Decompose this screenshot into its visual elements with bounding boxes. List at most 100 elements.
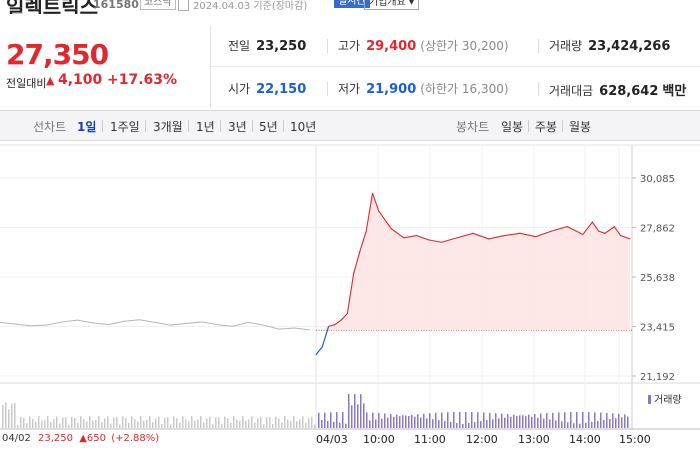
volume-bar [107,416,109,428]
volume-bar [474,422,476,428]
volume-bar [305,422,307,428]
period-1week[interactable]: 1주일 [110,120,140,134]
volume-bar [203,422,205,428]
volume-bar [498,418,500,428]
stock-name: 일렉트릭스 [6,0,98,14]
candle-chart-label[interactable]: 봉차트 [456,120,490,134]
volume-bar [308,418,310,428]
divider [211,66,700,67]
y-axis-ticks: 30,085 27,862 25,638 23,415 21,192 [640,174,675,383]
open-label: 시가 [228,82,251,96]
volume-bar [50,421,52,428]
volume-bar [372,412,374,428]
volume-bar [516,415,518,428]
prev-day-info: 04/02 23,250 ▲650 (+2.88%) [2,433,159,444]
volume-bar [299,419,301,428]
volume-bar [158,416,160,428]
realtime-button[interactable]: 실시간 [334,0,370,8]
data-point [619,234,622,237]
volume-bar [462,423,464,428]
stock-code: 161580 [93,0,139,11]
period-3month[interactable]: 3개월 [153,120,183,134]
volume-bar [531,416,533,428]
volume-bar [71,416,73,428]
volume-bar [489,412,491,428]
volume-bar [26,423,28,428]
company-overview-dropdown[interactable]: 기업개요 ▾ [364,0,420,10]
volume-bar [570,412,572,428]
volume-value: 23,424,266 [588,39,671,54]
volume-bar [609,419,611,428]
data-point [346,312,348,315]
volume-bar [98,416,100,428]
document-icon[interactable] [178,0,189,11]
volume-bar [302,416,304,428]
series-prev-day-line [0,319,311,331]
y-tick-label: 21,192 [640,372,675,383]
volume-legend-swatch [648,395,651,404]
candle-monthly[interactable]: 월봉 [569,120,592,134]
volume-bar [438,420,440,428]
divider [102,120,103,132]
divider [327,39,328,53]
volume-bar [465,412,467,428]
volume-bar [254,422,256,428]
period-1year[interactable]: 1년 [196,120,215,134]
volume-bar [53,418,55,428]
volume-bar [191,416,193,428]
volume-bar [293,416,295,428]
volume-bar [411,414,413,428]
volume-bar [513,414,515,428]
volume-bar [579,423,581,428]
volume-bar [179,422,181,428]
prev-close-label: 전일 [228,39,251,53]
chart-toolbar: 선차트 1일 1주일 3개월 1년 3년 5년 10년 봉차트 일봉 주봉 월봉 [0,110,700,141]
volume-bar [345,423,347,428]
data-point [613,226,615,228]
volume-bar [387,417,389,428]
volume-bar [423,413,425,428]
volume-bar [408,415,410,428]
volume-bar [348,394,350,428]
volume-bar [627,416,629,428]
data-point [390,228,392,230]
period-3year[interactable]: 3년 [228,120,247,134]
volume-bar [59,423,61,428]
volume-bar [495,413,497,428]
volume-bar [504,417,506,428]
volume-bar [453,412,455,428]
divider [538,39,539,53]
volume-bar [23,417,25,428]
volume-bar [29,416,31,428]
line-chart-label[interactable]: 선차트 [33,120,67,134]
lower-limit: (하한가 16,300) [420,82,509,96]
period-5year[interactable]: 5년 [259,120,278,134]
volume-bar [251,416,253,428]
volume-bar [137,421,139,428]
volume-bar [68,424,70,428]
period-10year[interactable]: 10년 [290,120,317,134]
data-point [378,210,380,212]
candle-daily[interactable]: 일봉 [501,120,524,134]
volume-bar [272,424,274,428]
volume-bar [426,418,428,428]
low-label: 저가 [338,82,361,96]
volume-bar [384,413,386,428]
volume-bar [606,412,608,428]
period-1day[interactable]: 1일 [77,120,97,134]
volume-bar [290,420,292,428]
header-bar: 일렉트릭스 161580 코스닥 2024.04.03 기준(장마감) 실시간 … [0,0,700,14]
data-point [488,238,490,240]
volume-bar [143,420,145,428]
volume-bar [248,419,250,428]
volume-bar [507,414,509,428]
volume-bar [101,422,103,428]
up-arrow-icon: ▲ [46,74,55,87]
volume-bar [417,414,419,428]
volume-bar [92,420,94,428]
high-value: 29,400 [366,39,417,54]
volume-bar [534,414,536,428]
volume-bar [603,419,605,428]
candle-weekly[interactable]: 주봉 [535,120,558,134]
